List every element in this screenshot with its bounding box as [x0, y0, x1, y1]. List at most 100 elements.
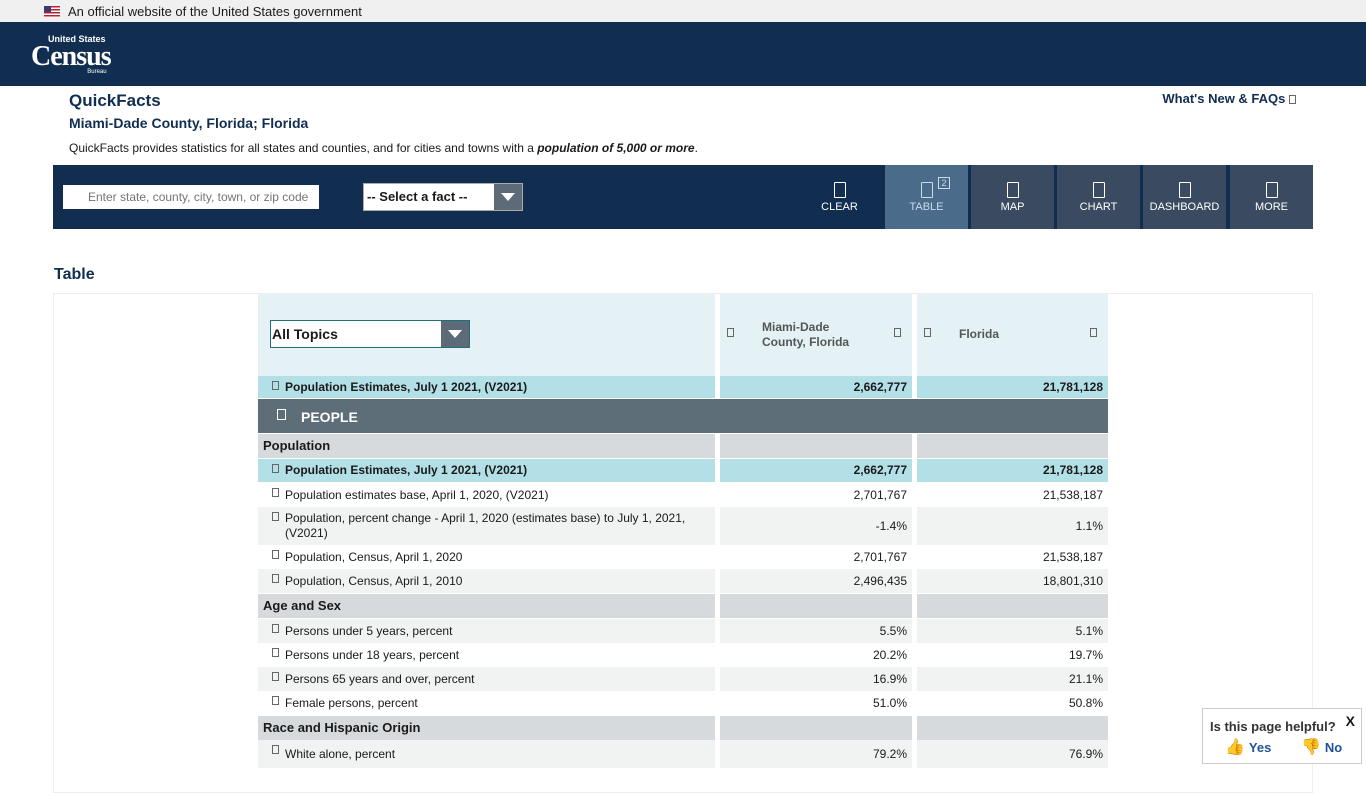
category-icon: [277, 409, 286, 420]
value-text: 21,781,128: [1042, 463, 1103, 477]
value-miami-dade: 51.0%: [720, 691, 912, 715]
value-text: 79.2%: [872, 747, 907, 761]
row-label: Population, percent change - April 1, 20…: [258, 507, 715, 545]
group-cell: [720, 716, 912, 740]
more-label: MORE: [1255, 201, 1288, 213]
value-text: 21,538,187: [1042, 488, 1103, 502]
group-label: Age and Sex: [258, 594, 715, 618]
value-text: 2,701,767: [853, 550, 907, 564]
more-button[interactable]: MORE: [1230, 165, 1313, 229]
table-row: Population Estimates, July 1 2021, (V202…: [258, 459, 1108, 482]
value-florida: 50.8%: [917, 691, 1108, 715]
row-label: Population Estimates, July 1 2021, (V202…: [258, 376, 715, 398]
dashboard-label: DASHBOARD: [1149, 201, 1220, 213]
feedback-question: Is this page helpful?: [1210, 719, 1336, 734]
no-label: No: [1324, 740, 1343, 755]
desc-emphasis: population of 5,000 or more: [537, 141, 695, 155]
info-icon[interactable]: [272, 550, 279, 559]
group-cell: [720, 434, 912, 458]
info-icon[interactable]: [272, 512, 279, 521]
table-button[interactable]: 2 TABLE: [885, 165, 968, 229]
group-header: Race and Hispanic Origin: [258, 716, 1108, 740]
remove-column-icon[interactable]: [1090, 328, 1097, 337]
section-title: Table: [54, 266, 95, 283]
group-header: Age and Sex: [258, 594, 1108, 618]
feedback-no-button[interactable]: 👎 No: [1301, 737, 1342, 757]
info-icon[interactable]: [272, 745, 279, 754]
value-text: 76.9%: [1068, 747, 1103, 761]
info-icon[interactable]: [272, 696, 279, 705]
row-label-text: Female persons, percent: [285, 696, 418, 710]
desc-end: .: [694, 141, 698, 155]
table-row: Population estimates base, April 1, 2020…: [258, 483, 1108, 507]
info-icon[interactable]: [272, 464, 279, 473]
value-miami-dade: -1.4%: [720, 507, 912, 545]
info-icon[interactable]: [924, 328, 931, 337]
row-label-text: Population, percent change - April 1, 20…: [285, 511, 686, 540]
table-row: Persons under 5 years, percent 5.5% 5.1%: [258, 619, 1108, 643]
value-text: 1.1%: [1075, 519, 1103, 533]
group-label: Population: [258, 434, 715, 458]
table-row: Persons 65 years and over, percent 16.9% 2…: [258, 667, 1108, 691]
row-label: Population Estimates, July 1 2021, (V202…: [258, 459, 715, 482]
info-icon[interactable]: [272, 648, 279, 657]
row-label-text: Population estimates base, April 1, 2020…: [285, 488, 549, 502]
row-label: Persons under 5 years, percent: [258, 619, 715, 643]
gov-banner: An official website of the United States…: [0, 0, 1366, 22]
value-florida: 21,538,187: [917, 483, 1108, 507]
group-header: Population: [258, 434, 1108, 458]
map-label: MAP: [1000, 201, 1025, 213]
page-subtitle: Miami-Dade County, Florida; Florida: [69, 115, 309, 131]
category-people[interactable]: PEOPLE: [258, 399, 1108, 433]
table-header-topics: All Topics: [258, 294, 715, 376]
row-label-text: Persons under 5 years, percent: [285, 624, 453, 638]
dashboard-icon: [1178, 182, 1191, 198]
gov-banner-text: An official website of the United States…: [68, 3, 362, 19]
map-button[interactable]: MAP: [971, 165, 1054, 229]
category-label: PEOPLE: [301, 409, 358, 425]
info-icon[interactable]: [727, 328, 734, 337]
column-title-miami-dade: Miami-Dade County, Florida: [762, 320, 850, 349]
chart-button[interactable]: CHART: [1057, 165, 1140, 229]
info-icon[interactable]: [272, 574, 279, 583]
logo-bottom-text: Bureau: [87, 69, 107, 75]
whats-new-link[interactable]: What's New & FAQs: [1162, 91, 1296, 106]
value-florida: 18,801,310: [917, 569, 1108, 593]
row-label-text: Population Estimates, July 1 2021, (V202…: [285, 463, 528, 477]
row-label-text: Population, Census, April 1, 2020: [285, 550, 463, 564]
column-header-florida: Florida: [917, 294, 1108, 376]
group-cell: [917, 716, 1108, 740]
external-link-icon: [1289, 95, 1296, 105]
close-icon[interactable]: X: [1345, 713, 1355, 729]
whats-new-label: What's New & FAQs: [1162, 91, 1286, 106]
row-label: Population, Census, April 1, 2010: [258, 569, 715, 593]
dashboard-button[interactable]: DASHBOARD: [1143, 165, 1226, 229]
desc-text: QuickFacts provides statistics for all s…: [69, 141, 538, 155]
column-title-florida: Florida: [959, 327, 1000, 341]
thumbs-up-icon: 👍: [1225, 739, 1245, 756]
info-icon[interactable]: [272, 672, 279, 681]
value-florida: 19.7%: [917, 643, 1108, 667]
value-text: 21,538,187: [1042, 550, 1103, 564]
value-florida: 21,538,187: [917, 545, 1108, 569]
topics-select[interactable]: All Topics: [270, 320, 470, 348]
site-header: United States Census Bureau: [0, 22, 1366, 86]
value-text: 21,781,128: [1042, 380, 1103, 394]
row-label: Persons 65 years and over, percent: [258, 667, 715, 691]
table-row: Population, Census, April 1, 2020 2,701,7…: [258, 545, 1108, 569]
info-icon[interactable]: [272, 624, 279, 633]
value-text: 18,801,310: [1042, 574, 1103, 588]
value-florida: 21.1%: [917, 667, 1108, 691]
census-logo[interactable]: United States Census Bureau: [31, 35, 112, 76]
clear-button[interactable]: CLEAR: [798, 165, 881, 229]
info-icon[interactable]: [272, 381, 279, 390]
chevron-down-icon: [494, 184, 522, 210]
feedback-yes-button[interactable]: 👍 Yes: [1225, 737, 1271, 757]
info-icon[interactable]: [272, 488, 279, 497]
fact-select[interactable]: -- Select a fact --: [363, 183, 523, 211]
search-input[interactable]: [63, 185, 319, 209]
table-row: Population, Census, April 1, 2010 2,496,4…: [258, 569, 1108, 593]
more-icon: [1265, 182, 1278, 198]
remove-column-icon[interactable]: [894, 328, 901, 337]
value-miami-dade: 5.5%: [720, 619, 912, 643]
